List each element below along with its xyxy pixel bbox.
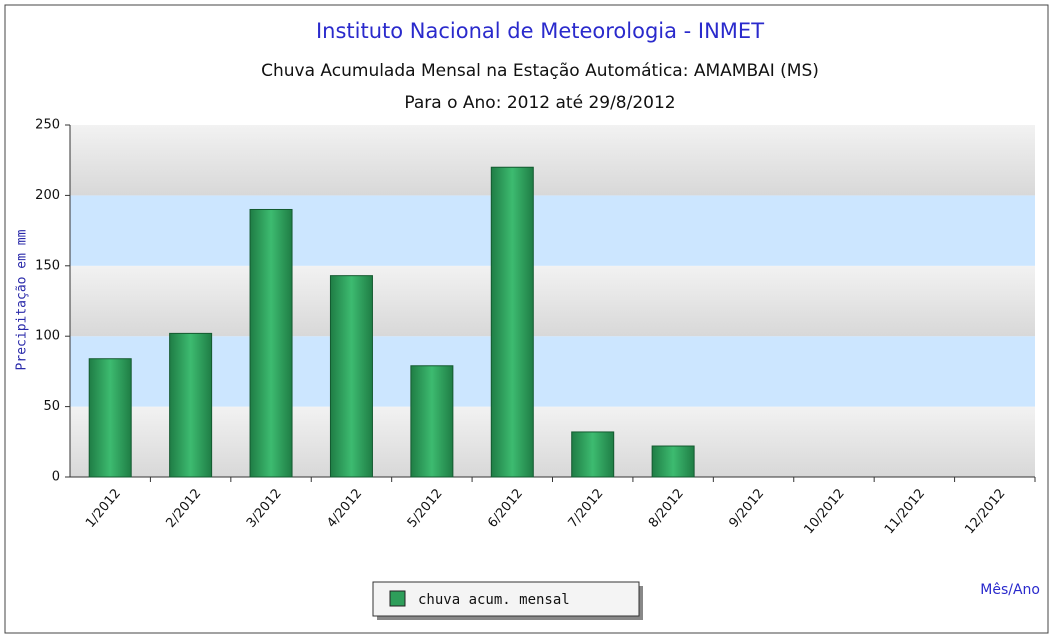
y-tick-label: 200	[35, 188, 60, 203]
y-tick-label: 50	[43, 399, 60, 414]
y-axis-label: Precipitação em mm	[15, 229, 30, 370]
y-tick-label: 150	[35, 258, 60, 273]
y-tick-label: 100	[35, 329, 60, 344]
chart-title: Instituto Nacional de Meteorologia - INM…	[316, 19, 764, 43]
bar	[169, 332, 213, 478]
subtitle: Chuva Acumulada Mensal na Estação Automá…	[261, 61, 819, 81]
legend-label: chuva acum. mensal	[418, 592, 570, 608]
bar	[410, 365, 454, 478]
subtitle: Para o Ano: 2012 até 29/8/2012	[404, 93, 675, 113]
grid-band	[70, 336, 1035, 407]
bar	[88, 358, 132, 478]
grid-band	[70, 125, 1035, 196]
bar	[249, 208, 293, 478]
grid-band	[70, 195, 1035, 266]
bar	[651, 445, 695, 478]
legend-swatch	[389, 590, 406, 607]
bar	[571, 431, 615, 478]
grid-band	[70, 265, 1035, 337]
x-axis-label: Mês/Ano	[980, 582, 1040, 598]
y-tick-label: 250	[35, 118, 60, 133]
grid-band	[70, 406, 1035, 477]
bar	[329, 275, 373, 478]
legend-box	[372, 581, 640, 617]
y-tick-label: 0	[52, 470, 60, 485]
bar	[490, 166, 534, 478]
